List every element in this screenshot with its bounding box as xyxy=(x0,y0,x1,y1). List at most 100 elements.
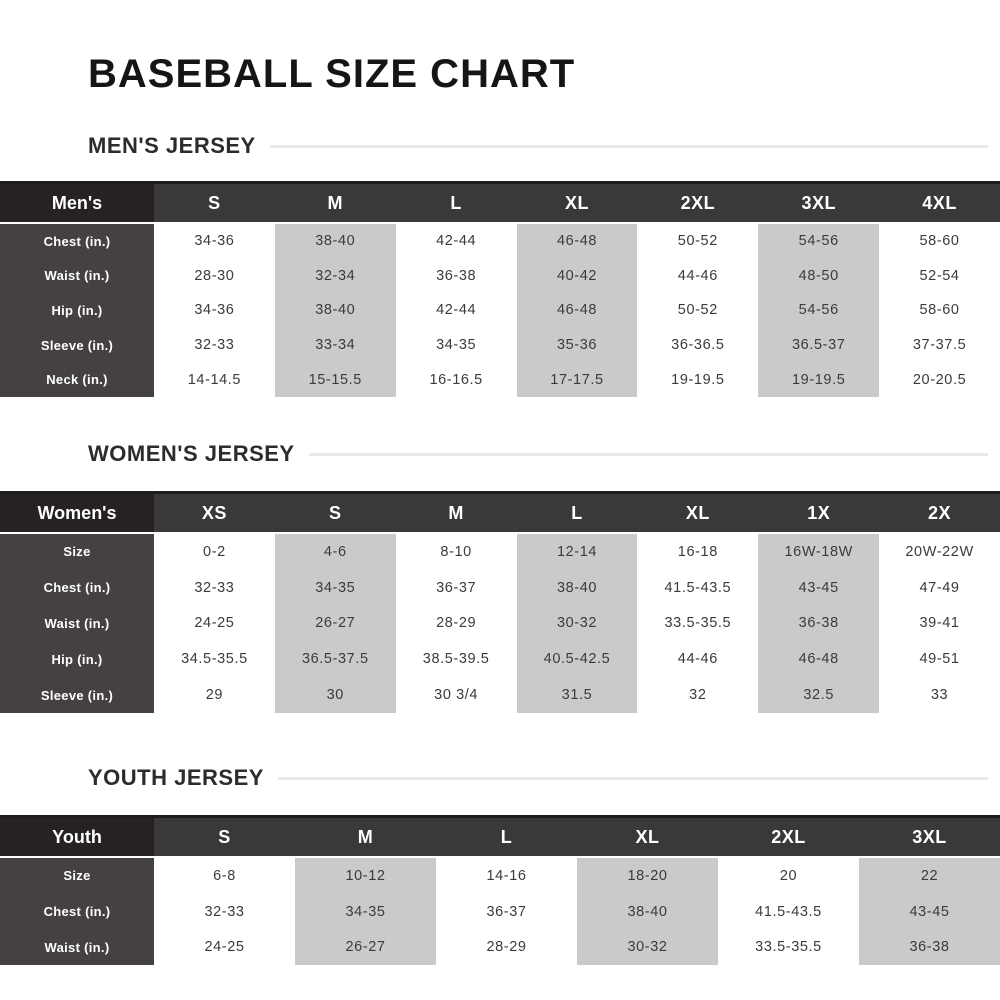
mens-column-header: L xyxy=(395,181,517,222)
mens-table-cell: 40-42 xyxy=(516,258,638,294)
mens-column-header: M xyxy=(274,181,396,222)
mens-table-cell: 38-40 xyxy=(274,224,396,259)
mens-table-cell: 46-48 xyxy=(516,224,638,259)
youth-table-cell: 36-38 xyxy=(859,929,1000,966)
youth-table-cell: 43-45 xyxy=(859,893,1000,930)
mens-table-cell: 50-52 xyxy=(637,293,759,328)
womens-table-cell: 43-45 xyxy=(758,569,880,606)
youth-table-cell: 34-35 xyxy=(295,893,436,930)
mens-table-cell: 35-36 xyxy=(516,327,638,363)
womens-row-label: Size xyxy=(0,534,154,570)
womens-table-cell: 31.5 xyxy=(516,677,638,713)
womens-column-header: XL xyxy=(637,491,759,532)
womens-column-header: 1X xyxy=(758,491,880,532)
womens-corner-header: Women's xyxy=(0,491,154,532)
womens-table-cell: 38.5-39.5 xyxy=(395,641,517,678)
youth-row-label: Chest (in.) xyxy=(0,893,154,930)
header-gap xyxy=(295,856,436,858)
womens-table-cell: 39-41 xyxy=(879,605,1000,642)
mens-column-header: 4XL xyxy=(879,181,1000,222)
mens-table-cell: 46-48 xyxy=(516,293,638,328)
youth-table-cell: 36-37 xyxy=(436,893,577,930)
womens-table-cell: 33.5-35.5 xyxy=(637,605,759,642)
mens-table-cell: 36.5-37 xyxy=(758,327,880,363)
mens-table-cell: 42-44 xyxy=(395,224,517,259)
womens-table-cell: 32.5 xyxy=(758,677,880,713)
mens-table-cell: 33-34 xyxy=(274,327,396,363)
womens-row-label: Waist (in.) xyxy=(0,605,154,642)
womens-table-cell: 8-10 xyxy=(395,534,517,570)
womens-table-cell: 32-33 xyxy=(154,569,275,606)
header-gap xyxy=(879,222,1000,224)
youth-column-header: M xyxy=(295,815,436,856)
mens-table-cell: 32-33 xyxy=(154,327,275,363)
womens-table-cell: 36-37 xyxy=(395,569,517,606)
section-header-mens: MEN'S JERSEY xyxy=(88,133,988,159)
youth-row-label: Waist (in.) xyxy=(0,929,154,966)
womens-table-cell: 30 xyxy=(274,677,396,713)
womens-table-cell: 29 xyxy=(154,677,275,713)
mens-table-cell: 15-15.5 xyxy=(274,362,396,397)
header-gap xyxy=(0,222,154,224)
womens-table-cell: 12-14 xyxy=(516,534,638,570)
divider-line xyxy=(269,144,988,148)
mens-table-cell: 28-30 xyxy=(154,258,275,294)
womens-table-cell: 33 xyxy=(879,677,1000,713)
mens-column-header: XL xyxy=(516,181,638,222)
mens-row-label: Neck (in.) xyxy=(0,362,154,397)
womens-table-cell: 0-2 xyxy=(154,534,275,570)
youth-corner-header: Youth xyxy=(0,815,154,856)
mens-table-cell: 34-35 xyxy=(395,327,517,363)
mens-table-cell: 34-36 xyxy=(154,293,275,328)
page-title: BASEBALL SIZE CHART xyxy=(88,52,576,96)
header-gap xyxy=(436,856,577,858)
womens-table-cell: 16-18 xyxy=(637,534,759,570)
mens-table-cell: 19-19.5 xyxy=(758,362,880,397)
mens-row-label: Chest (in.) xyxy=(0,224,154,259)
womens-table-cell: 47-49 xyxy=(879,569,1000,606)
mens-column-header: 2XL xyxy=(637,181,759,222)
header-gap xyxy=(0,856,154,858)
mens-table-cell: 17-17.5 xyxy=(516,362,638,397)
youth-column-header: XL xyxy=(577,815,718,856)
header-gap xyxy=(879,532,1000,534)
womens-table-cell: 28-29 xyxy=(395,605,517,642)
womens-column-header: S xyxy=(274,491,396,532)
womens-row-label: Hip (in.) xyxy=(0,641,154,678)
youth-table-cell: 38-40 xyxy=(577,893,718,930)
womens-table-cell: 49-51 xyxy=(879,641,1000,678)
header-gap xyxy=(154,222,275,224)
youth-table-cell: 32-33 xyxy=(154,893,295,930)
mens-table-cell: 42-44 xyxy=(395,293,517,328)
youth-table-cell: 24-25 xyxy=(154,929,295,966)
womens-table-cell: 24-25 xyxy=(154,605,275,642)
header-gap xyxy=(577,856,718,858)
divider-line xyxy=(308,452,988,456)
mens-row-label: Waist (in.) xyxy=(0,258,154,294)
header-gap xyxy=(758,222,880,224)
youth-column-header: S xyxy=(154,815,295,856)
mens-table-cell: 50-52 xyxy=(637,224,759,259)
youth-table-cell: 18-20 xyxy=(577,858,718,894)
mens-table-cell: 37-37.5 xyxy=(879,327,1000,363)
womens-table-cell: 34-35 xyxy=(274,569,396,606)
mens-table-cell: 54-56 xyxy=(758,224,880,259)
womens-section-title: WOMEN'S JERSEY xyxy=(88,441,295,466)
mens-table-cell: 16-16.5 xyxy=(395,362,517,397)
youth-table-cell: 28-29 xyxy=(436,929,577,966)
mens-table-cell: 58-60 xyxy=(879,224,1000,259)
header-gap xyxy=(154,856,295,858)
womens-column-header: L xyxy=(516,491,638,532)
header-gap xyxy=(718,856,859,858)
youth-table-cell: 10-12 xyxy=(295,858,436,894)
mens-table-cell: 32-34 xyxy=(274,258,396,294)
womens-table-cell: 26-27 xyxy=(274,605,396,642)
mens-table-cell: 36-36.5 xyxy=(637,327,759,363)
header-gap xyxy=(274,222,396,224)
mens-table-cell: 19-19.5 xyxy=(637,362,759,397)
mens-table-cell: 48-50 xyxy=(758,258,880,294)
mens-row-label: Sleeve (in.) xyxy=(0,327,154,363)
mens-corner-header: Men's xyxy=(0,181,154,222)
womens-table-cell: 36.5-37.5 xyxy=(274,641,396,678)
womens-table-cell: 30-32 xyxy=(516,605,638,642)
